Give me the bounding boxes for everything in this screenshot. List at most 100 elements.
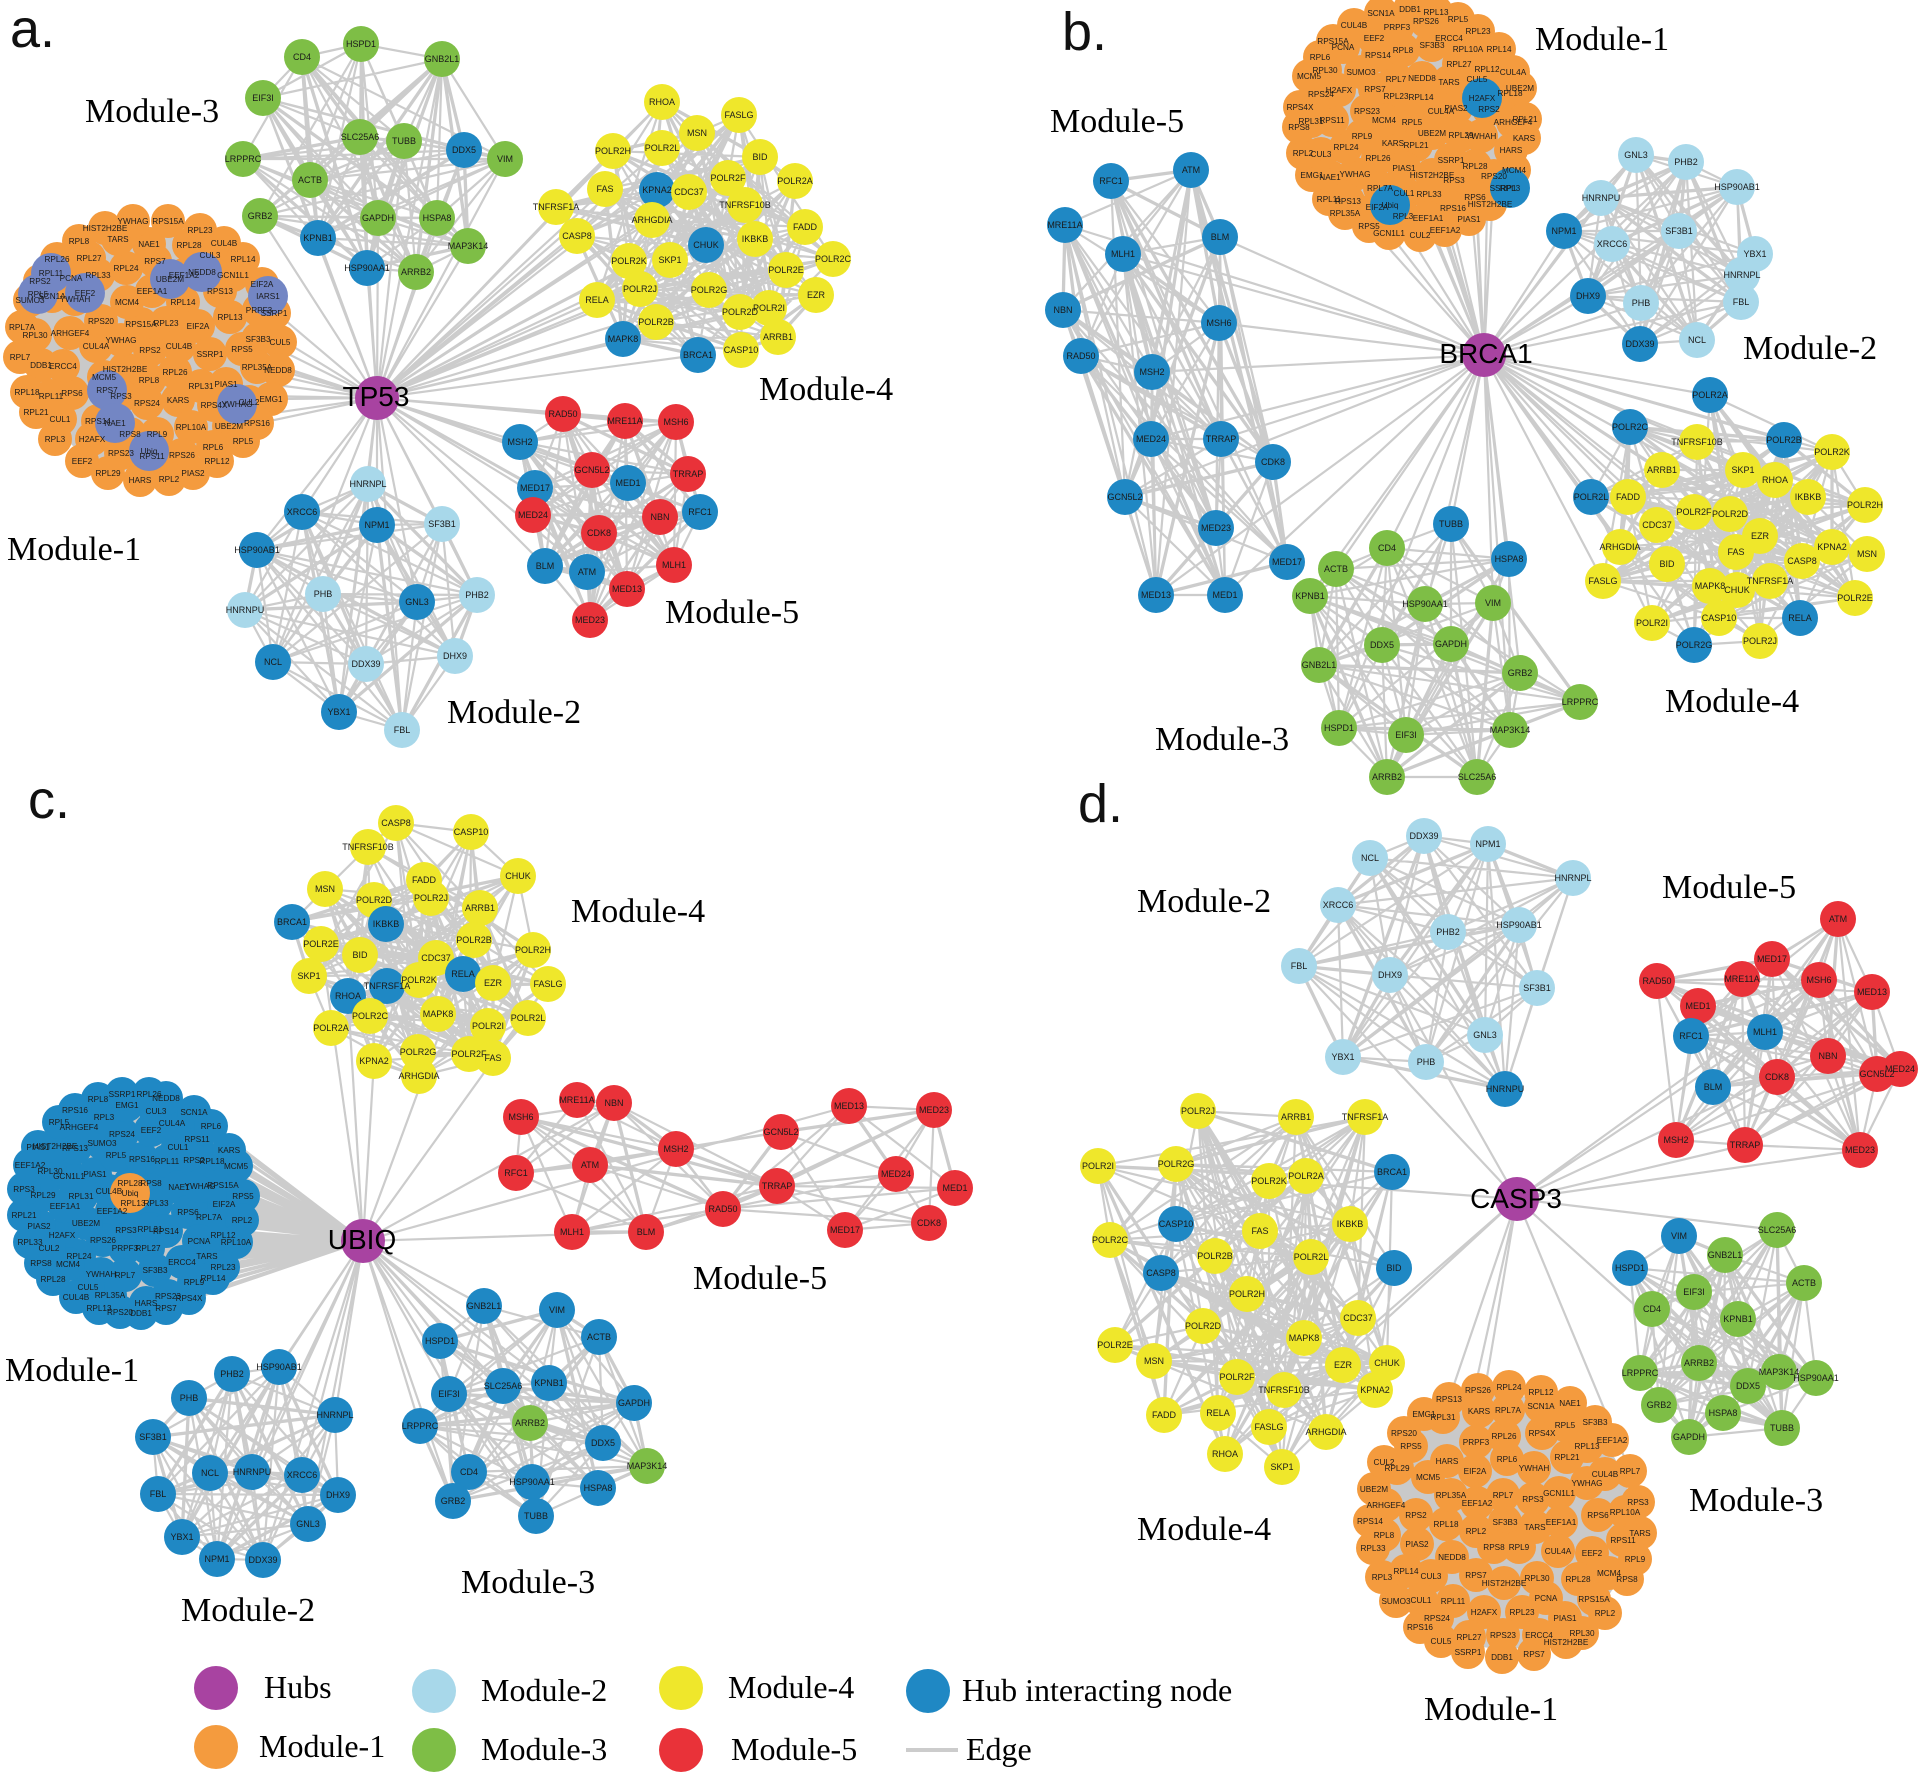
svg-text:RPS3: RPS3 bbox=[13, 1185, 35, 1194]
svg-text:RPL12: RPL12 bbox=[204, 457, 229, 466]
svg-text:CUL5: CUL5 bbox=[1467, 75, 1488, 84]
svg-text:DDX39: DDX39 bbox=[248, 1555, 277, 1565]
svg-text:SKP1: SKP1 bbox=[1270, 1462, 1293, 1472]
svg-text:MED24: MED24 bbox=[881, 1169, 911, 1179]
svg-text:PRPF3: PRPF3 bbox=[1384, 23, 1411, 32]
svg-text:CD4: CD4 bbox=[293, 52, 311, 62]
svg-text:HARS: HARS bbox=[135, 1299, 158, 1308]
svg-text:VIM: VIM bbox=[1671, 1231, 1687, 1241]
svg-text:RPL30: RPL30 bbox=[22, 331, 47, 340]
svg-text:MSH6: MSH6 bbox=[1806, 975, 1831, 985]
svg-text:RPL7: RPL7 bbox=[1620, 1467, 1641, 1476]
svg-text:HSP90AB1: HSP90AB1 bbox=[1496, 920, 1542, 930]
svg-text:GNB2L1: GNB2L1 bbox=[1708, 1250, 1743, 1260]
svg-text:DDX39: DDX39 bbox=[351, 659, 380, 669]
svg-text:RPL27: RPL27 bbox=[1446, 60, 1471, 69]
svg-text:HARS: HARS bbox=[1500, 146, 1523, 155]
svg-text:EIF3I: EIF3I bbox=[438, 1389, 460, 1399]
svg-text:CHUK: CHUK bbox=[505, 871, 531, 881]
svg-text:RPL23: RPL23 bbox=[1383, 92, 1408, 101]
svg-text:POLR2J: POLR2J bbox=[623, 284, 657, 294]
svg-text:POLR2E: POLR2E bbox=[1097, 1340, 1133, 1350]
svg-text:POLR2I: POLR2I bbox=[1636, 618, 1668, 628]
svg-text:RPL26: RPL26 bbox=[136, 1090, 161, 1099]
svg-text:CUL5: CUL5 bbox=[270, 338, 291, 347]
svg-text:RPS20: RPS20 bbox=[107, 1308, 133, 1317]
svg-text:RPS5: RPS5 bbox=[1358, 222, 1380, 231]
svg-text:GNL3: GNL3 bbox=[1624, 150, 1648, 160]
svg-text:POLR2C: POLR2C bbox=[352, 1011, 389, 1021]
svg-text:NBN: NBN bbox=[604, 1098, 623, 1108]
svg-text:BLM: BLM bbox=[1211, 232, 1230, 242]
svg-text:MLH1: MLH1 bbox=[1753, 1027, 1777, 1037]
svg-text:RPS23: RPS23 bbox=[155, 1292, 181, 1301]
svg-text:POLR2A: POLR2A bbox=[777, 176, 813, 186]
svg-text:FAS: FAS bbox=[484, 1053, 501, 1063]
svg-text:ARRB2: ARRB2 bbox=[401, 267, 431, 277]
svg-text:MCM5: MCM5 bbox=[1297, 72, 1322, 81]
svg-text:UBE2M: UBE2M bbox=[72, 1219, 100, 1228]
svg-text:TRRAP: TRRAP bbox=[1206, 434, 1237, 444]
svg-text:POLR2D: POLR2D bbox=[1185, 1321, 1222, 1331]
svg-text:UBE2M: UBE2M bbox=[1418, 129, 1446, 138]
svg-text:GCN5L2: GCN5L2 bbox=[574, 465, 609, 475]
svg-text:PHB: PHB bbox=[180, 1393, 199, 1403]
svg-text:SLC25A6: SLC25A6 bbox=[341, 132, 380, 142]
svg-text:RPS16: RPS16 bbox=[62, 1106, 88, 1115]
svg-text:RHOA: RHOA bbox=[335, 991, 361, 1001]
svg-text:RPL11: RPL11 bbox=[1317, 195, 1342, 204]
svg-text:RPS3: RPS3 bbox=[110, 392, 132, 401]
svg-text:CDC37: CDC37 bbox=[1642, 520, 1672, 530]
svg-text:RPL3: RPL3 bbox=[1372, 1573, 1393, 1582]
svg-text:CD4: CD4 bbox=[460, 1467, 478, 1477]
svg-text:GRB2: GRB2 bbox=[1508, 668, 1533, 678]
svg-text:ACTB: ACTB bbox=[1792, 1278, 1816, 1288]
svg-text:XRCC6: XRCC6 bbox=[1323, 900, 1354, 910]
svg-text:SF3B3: SF3B3 bbox=[1419, 41, 1444, 50]
svg-text:Module-1: Module-1 bbox=[5, 1352, 139, 1389]
svg-text:RPL28: RPL28 bbox=[40, 1275, 65, 1284]
svg-text:Ubiq: Ubiq bbox=[141, 447, 158, 456]
svg-text:RPL7A: RPL7A bbox=[9, 323, 35, 332]
svg-text:HNRNPU: HNRNPU bbox=[1486, 1084, 1525, 1094]
svg-text:SF3B1: SF3B1 bbox=[1523, 983, 1551, 993]
svg-text:MRE11A: MRE11A bbox=[607, 416, 642, 426]
svg-text:MSH6: MSH6 bbox=[1206, 318, 1231, 328]
svg-text:RPL31: RPL31 bbox=[188, 382, 213, 391]
svg-text:MSN: MSN bbox=[687, 128, 707, 138]
svg-text:BRCA1: BRCA1 bbox=[277, 917, 307, 927]
svg-text:RPS7: RPS7 bbox=[144, 257, 166, 266]
svg-text:RPS3: RPS3 bbox=[115, 1226, 137, 1235]
svg-text:IKBKB: IKBKB bbox=[373, 919, 400, 929]
svg-text:CHUK: CHUK bbox=[1374, 1358, 1400, 1368]
svg-text:SLC25A6: SLC25A6 bbox=[1758, 1225, 1797, 1235]
svg-text:DDB1: DDB1 bbox=[1399, 5, 1421, 14]
svg-text:SUMO3: SUMO3 bbox=[1381, 1597, 1411, 1606]
svg-text:SUMO3: SUMO3 bbox=[15, 296, 45, 305]
svg-text:RPL27: RPL27 bbox=[135, 1244, 160, 1253]
svg-text:TRRAP: TRRAP bbox=[673, 469, 704, 479]
svg-text:HIST2H2BE: HIST2H2BE bbox=[103, 365, 148, 374]
svg-text:XRCC6: XRCC6 bbox=[1597, 239, 1628, 249]
svg-text:RPL35A: RPL35A bbox=[1330, 209, 1361, 218]
svg-text:POLR2H: POLR2H bbox=[595, 146, 631, 156]
svg-text:VIM: VIM bbox=[1485, 598, 1501, 608]
svg-text:CUL4B: CUL4B bbox=[1592, 1470, 1619, 1479]
svg-text:RPL5: RPL5 bbox=[1402, 118, 1423, 127]
svg-text:ARHGEF4: ARHGEF4 bbox=[1367, 1501, 1406, 1510]
svg-text:RPL33: RPL33 bbox=[1416, 190, 1441, 199]
svg-text:MAP3K14: MAP3K14 bbox=[627, 1461, 668, 1471]
svg-text:RPL2: RPL2 bbox=[1595, 1609, 1616, 1618]
svg-text:NCL: NCL bbox=[264, 657, 282, 667]
svg-text:MCM4: MCM4 bbox=[115, 298, 140, 307]
svg-text:MSH6: MSH6 bbox=[508, 1112, 533, 1122]
svg-text:ATM: ATM bbox=[1182, 165, 1200, 175]
svg-text:SUMO3: SUMO3 bbox=[87, 1139, 117, 1148]
svg-text:CASP10: CASP10 bbox=[1702, 613, 1737, 623]
svg-text:YBX1: YBX1 bbox=[1743, 249, 1766, 259]
svg-text:RPL14: RPL14 bbox=[1486, 45, 1511, 54]
svg-text:EMG1: EMG1 bbox=[115, 1101, 139, 1110]
svg-text:RPS16: RPS16 bbox=[129, 1155, 155, 1164]
svg-text:d.: d. bbox=[1078, 774, 1123, 834]
svg-text:PCNA: PCNA bbox=[1535, 1594, 1558, 1603]
